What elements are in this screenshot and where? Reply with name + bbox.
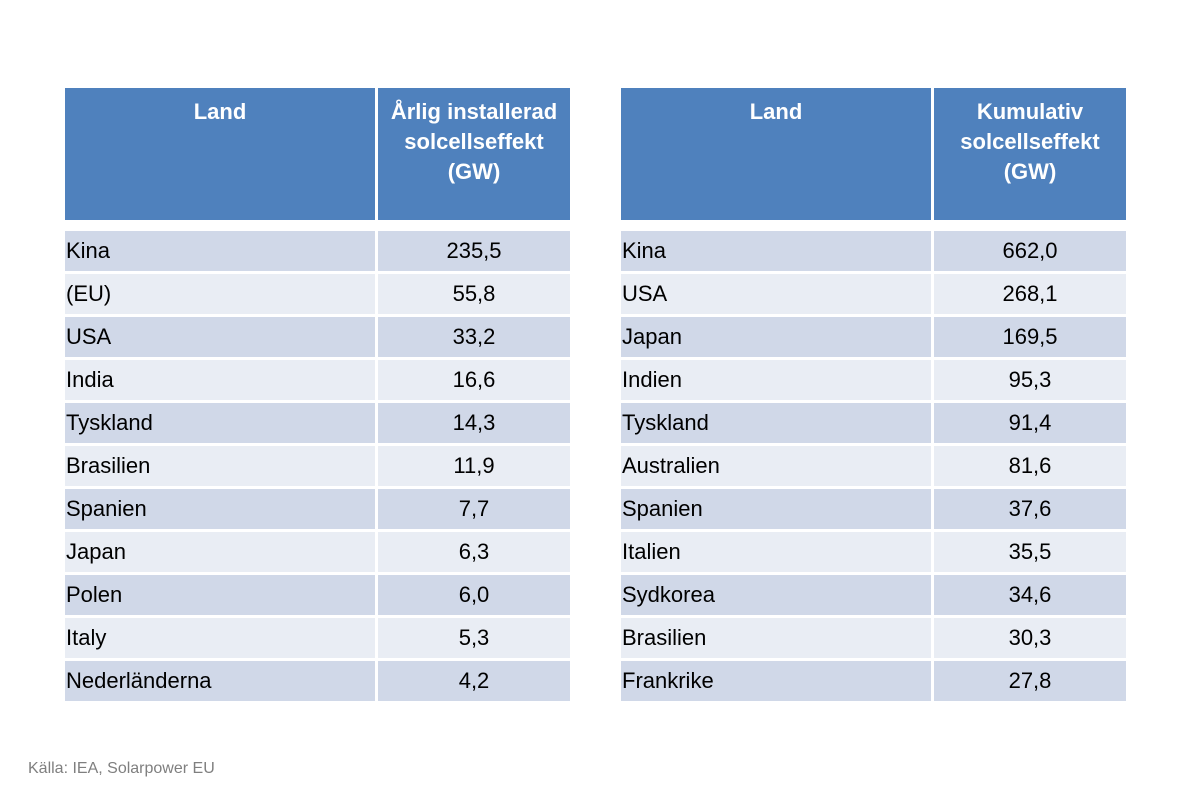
country-cell: Australien bbox=[621, 446, 931, 486]
country-cell: Italy bbox=[65, 618, 375, 658]
value-cell: 37,6 bbox=[934, 489, 1126, 529]
value-cell: 5,3 bbox=[378, 618, 570, 658]
country-cell: Spanien bbox=[65, 489, 375, 529]
country-cell: Spanien bbox=[621, 489, 931, 529]
country-cell: Brasilien bbox=[621, 618, 931, 658]
column-header: Kumulativ solcellseffekt (GW) bbox=[934, 88, 1126, 220]
country-cell: USA bbox=[65, 317, 375, 357]
column-header: Årlig installerad solcellseffekt (GW) bbox=[378, 88, 570, 220]
country-cell: Japan bbox=[65, 532, 375, 572]
value-cell: 95,3 bbox=[934, 360, 1126, 400]
country-cell: (EU) bbox=[65, 274, 375, 314]
value-cell: 35,5 bbox=[934, 532, 1126, 572]
value-cell: 6,0 bbox=[378, 575, 570, 615]
country-cell: Nederländerna bbox=[65, 661, 375, 701]
country-cell: USA bbox=[621, 274, 931, 314]
country-cell: Tyskland bbox=[621, 403, 931, 443]
value-cell: 27,8 bbox=[934, 661, 1126, 701]
country-cell: Italien bbox=[621, 532, 931, 572]
column-header: Land bbox=[621, 88, 931, 220]
value-cell: 14,3 bbox=[378, 403, 570, 443]
value-cell: 268,1 bbox=[934, 274, 1126, 314]
country-cell: Brasilien bbox=[65, 446, 375, 486]
cumulative-table: Land Kumulativ solcellseffekt (GW) Kina 662… bbox=[621, 88, 1126, 701]
value-cell: 81,6 bbox=[934, 446, 1126, 486]
value-cell: 91,4 bbox=[934, 403, 1126, 443]
value-cell: 55,8 bbox=[378, 274, 570, 314]
country-cell: Tyskland bbox=[65, 403, 375, 443]
country-cell: Frankrike bbox=[621, 661, 931, 701]
country-cell: Kina bbox=[65, 231, 375, 271]
value-cell: 30,3 bbox=[934, 618, 1126, 658]
value-cell: 235,5 bbox=[378, 231, 570, 271]
value-cell: 662,0 bbox=[934, 231, 1126, 271]
value-cell: 4,2 bbox=[378, 661, 570, 701]
value-cell: 33,2 bbox=[378, 317, 570, 357]
value-cell: 34,6 bbox=[934, 575, 1126, 615]
value-cell: 169,5 bbox=[934, 317, 1126, 357]
country-cell: Polen bbox=[65, 575, 375, 615]
value-cell: 7,7 bbox=[378, 489, 570, 529]
column-header: Land bbox=[65, 88, 375, 220]
value-cell: 6,3 bbox=[378, 532, 570, 572]
country-cell: India bbox=[65, 360, 375, 400]
country-cell: Sydkorea bbox=[621, 575, 931, 615]
country-cell: Japan bbox=[621, 317, 931, 357]
source-note: Källa: IEA, Solarpower EU bbox=[28, 760, 215, 777]
value-cell: 16,6 bbox=[378, 360, 570, 400]
value-cell: 11,9 bbox=[378, 446, 570, 486]
country-cell: Kina bbox=[621, 231, 931, 271]
annual-table: Land Årlig installerad solcellseffekt (GW… bbox=[65, 88, 570, 701]
country-cell: Indien bbox=[621, 360, 931, 400]
